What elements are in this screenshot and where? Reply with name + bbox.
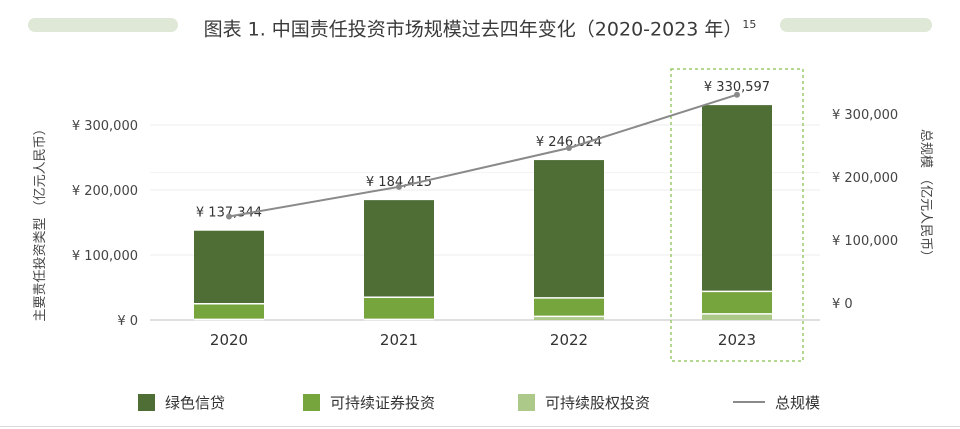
total-line (228, 93, 738, 218)
bar-segment-2020-2 (194, 230, 264, 304)
title-bar: 图表 1. 中国责任投资市场规模过去四年变化（2020-2023 年）15 (28, 10, 932, 42)
stacked-bar-line-chart: ¥ 0 ¥ 100,000 ¥ 200,000 ¥ 300,000 ¥ 0 ¥ 100,0… (32, 68, 933, 362)
bar-segment-2023-2 (702, 105, 772, 292)
legend-swatch-sustainable-equity (518, 393, 535, 411)
legend-item-green-credit: 绿色信贷 (138, 388, 225, 416)
total-line-point-2023 (734, 91, 740, 98)
legend-label-sustainable-securities: 可持续证券投资 (330, 393, 436, 412)
total-line-point-2020 (226, 213, 232, 220)
y-right-tick-label: ¥ 100,000 (832, 234, 898, 249)
y-left-tick-label: ¥ 300,000 (72, 119, 138, 134)
legend-swatch-sustainable-securities (303, 393, 320, 411)
total-data-label-2023: ¥ 330,597 (704, 80, 770, 95)
bar-segment-2022-0 (534, 316, 604, 320)
legend-item-total: 总规模 (733, 388, 820, 416)
title-band-left (28, 18, 178, 32)
total-line-point-2021 (396, 183, 402, 190)
chart-title: 图表 1. 中国责任投资市场规模过去四年变化（2020-2023 年）15 (28, 10, 932, 44)
bar-segment-2023-0 (702, 313, 772, 320)
legend-item-sustainable-equity: 可持续股权投资 (518, 388, 650, 416)
bar-segment-2023-1 (702, 291, 772, 314)
legend-label-sustainable-equity: 可持续股权投资 (545, 393, 651, 412)
y-right-tick-label: ¥ 200,000 (832, 171, 898, 186)
bar-segment-2021-2 (364, 200, 434, 298)
x-tick-label-2022: 2022 (550, 331, 588, 349)
y-left-tick-label: ¥ 200,000 (72, 184, 138, 199)
y-left-tick-label: ¥ 100,000 (72, 249, 138, 264)
total-line-point-2022 (566, 145, 572, 152)
total-data-label-2021: ¥ 184,415 (366, 175, 432, 190)
bar-segment-2020-1 (194, 303, 264, 320)
bar-segment-2022-1 (534, 297, 604, 317)
highlight-box-2023 (670, 68, 804, 362)
legend-swatch-green-credit (138, 393, 155, 411)
chart-title-text: 图表 1. 中国责任投资市场规模过去四年变化（2020-2023 年） (203, 18, 743, 41)
legend-swatch-total (733, 401, 765, 403)
total-data-label-2022: ¥ 246,024 (536, 135, 602, 150)
bottom-rule (0, 426, 960, 427)
bar-segment-2021-1 (364, 297, 434, 320)
x-tick-label-2020: 2020 (210, 331, 248, 349)
y-right-tick-label: ¥ 0 (832, 297, 853, 312)
y-left-tick-label: ¥ 0 (117, 314, 138, 329)
y-right-axis-title: 总规模 （亿元人民币） (918, 129, 933, 263)
total-data-label-2020: ¥ 137,344 (196, 206, 262, 221)
legend: 绿色信贷 可持续证券投资 可持续股权投资 总规模 (0, 388, 960, 416)
legend-label-green-credit: 绿色信贷 (165, 393, 226, 412)
legend-item-sustainable-securities: 可持续证券投资 (303, 388, 435, 416)
title-band-right (780, 18, 932, 32)
y-right-tick-label: ¥ 300,000 (832, 108, 898, 123)
x-tick-label-2023: 2023 (718, 331, 756, 349)
x-tick-label-2021: 2021 (380, 331, 418, 349)
bar-segment-2022-2 (534, 160, 604, 298)
title-footnote-ref: 15 (742, 18, 757, 31)
legend-label-total: 总规模 (775, 393, 821, 412)
y-left-axis-title: 主要责任投资类型 （亿元人民币） (32, 122, 48, 321)
